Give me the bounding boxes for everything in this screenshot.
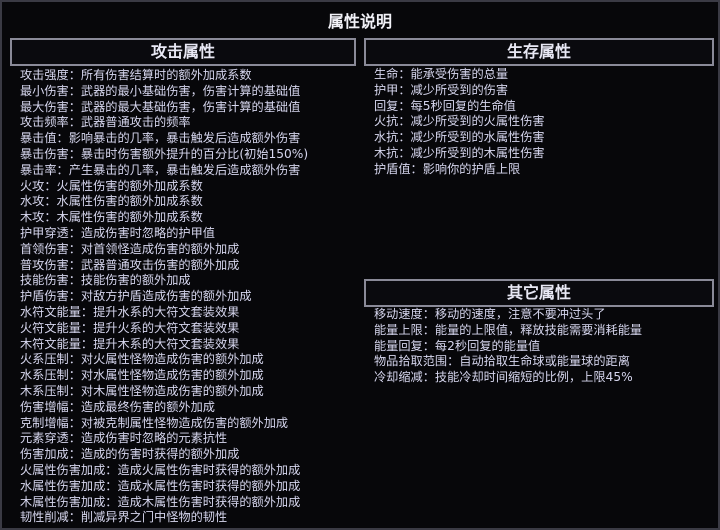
attribute-description: 移动速度：移动的速度，注意不要冲过头了 [374,307,606,321]
attribute-description: 能量回复：每2秒回复的能量值 [374,338,541,353]
survival-section-header: 生存属性 [364,38,714,66]
panel-title: 属性说明 [327,12,392,31]
attribute-description: 水属性伤害加成：造成水属性伤害时获得的额外加成 [20,478,301,493]
attribute-description: 火属性伤害加成：造成火属性伤害时获得的额外加成 [20,462,301,477]
attribute-description: 最大伤害：武器的最大基础伤害，伤害计算的基础值 [20,99,301,114]
attribute-description: 生命：能承受伤害的总量 [374,67,509,81]
attribute-description: 暴击值：影响暴击的几率，暴击触发后造成额外伤害 [20,131,301,146]
survival-attribute-list: 生命：能承受伤害的总量 护甲：减少所受到的伤害 回复：每5秒回复的生命值 火抗：减少所… [374,67,545,178]
attribute-description: 护甲穿透：造成伤害时忽略的护甲值 [20,225,215,240]
attribute-description: 木系压制：对木属性怪物造成伤害的额外加成 [20,383,264,398]
attribute-description: 护盾值：影响你的护盾上限 [374,161,521,176]
attribute-description: 护盾伤害：对敌方护盾造成伤害的额外加成 [20,289,252,304]
attribute-description: 普攻伤害：武器普通攻击伤害的额外加成 [20,257,240,272]
attribute-description: 攻击频率：武器普通攻击的频率 [20,115,191,130]
attribute-description: 护甲：减少所受到的伤害 [374,82,509,97]
attribute-description: 攻击强度：所有伤害结算时的额外加成系数 [20,68,252,82]
attribute-description: 克制增幅：对被克制属性怪物造成伤害的额外加成 [20,415,289,430]
attribute-description: 火攻：火属性伤害的额外加成系数 [20,178,203,193]
attribute-description: 木攻：木属性伤害的额外加成系数 [20,210,203,225]
attribute-description: 能量上限：能量的上限值，释放技能需要消耗能量 [374,322,643,337]
other-section-header: 其它属性 [364,279,714,307]
attribute-description: 伤害加成：造成的伤害时获得的额外加成 [20,447,240,462]
attribute-description: 水符文能量：提升水系的大符文套装效果 [20,304,240,319]
attribute-description: 木属性伤害加成：造成木属性伤害时获得的额外加成 [20,494,301,509]
attack-section-header: 攻击属性 [10,38,356,66]
attribute-description: 物品拾取范围：自动拾取生命球或能量球的距离 [374,354,630,369]
attribute-description: 火系压制：对火属性怪物造成伤害的额外加成 [20,352,264,367]
attribute-description: 技能伤害：技能伤害的额外加成 [20,273,191,288]
attribute-description: 韧性削减：削减异界之门中怪物的韧性 [20,510,228,525]
attribute-description: 元素穿透：造成伤害时忽略的元素抗性 [20,431,228,446]
attribute-description: 伤害增幅：造成最终伤害的额外加成 [20,399,215,414]
attribute-description: 冷却缩减：技能冷却时间缩短的比例，上限45% [374,370,633,385]
attribute-description: 火抗：减少所受到的火属性伤害 [374,114,545,129]
attribute-description: 暴击伤害：暴击时伤害额外提升的百分比(初始150%) [20,146,309,161]
other-attribute-list: 移动速度：移动的速度，注意不要冲过头了 能量上限：能量的上限值，释放技能需要消耗能… [374,307,642,386]
attribute-description: 水攻：水属性伤害的额外加成系数 [20,194,203,209]
attribute-description: 暴击率：产生暴击的几率，暴击触发后造成额外伤害 [20,162,301,177]
attribute-description: 木符文能量：提升木系的大符文套装效果 [20,336,240,351]
attribute-description: 水抗：减少所受到的水属性伤害 [374,130,545,145]
attack-attribute-list: 攻击强度：所有伤害结算时的额外加成系数 最小伤害：武器的最小基础伤害，伤害计算的基… [20,68,308,526]
attribute-description: 回复：每5秒回复的生命值 [374,98,516,113]
attribute-description: 首领伤害：对首领怪造成伤害的额外加成 [20,241,240,256]
attribute-description: 最小伤害：武器的最小基础伤害，伤害计算的基础值 [20,83,301,98]
attribute-description: 火符文能量：提升火系的大符文套装效果 [20,320,240,335]
attribute-description: 木抗：减少所受到的木属性伤害 [374,145,545,160]
attribute-description: 水系压制：对水属性怪物造成伤害的额外加成 [20,368,264,383]
